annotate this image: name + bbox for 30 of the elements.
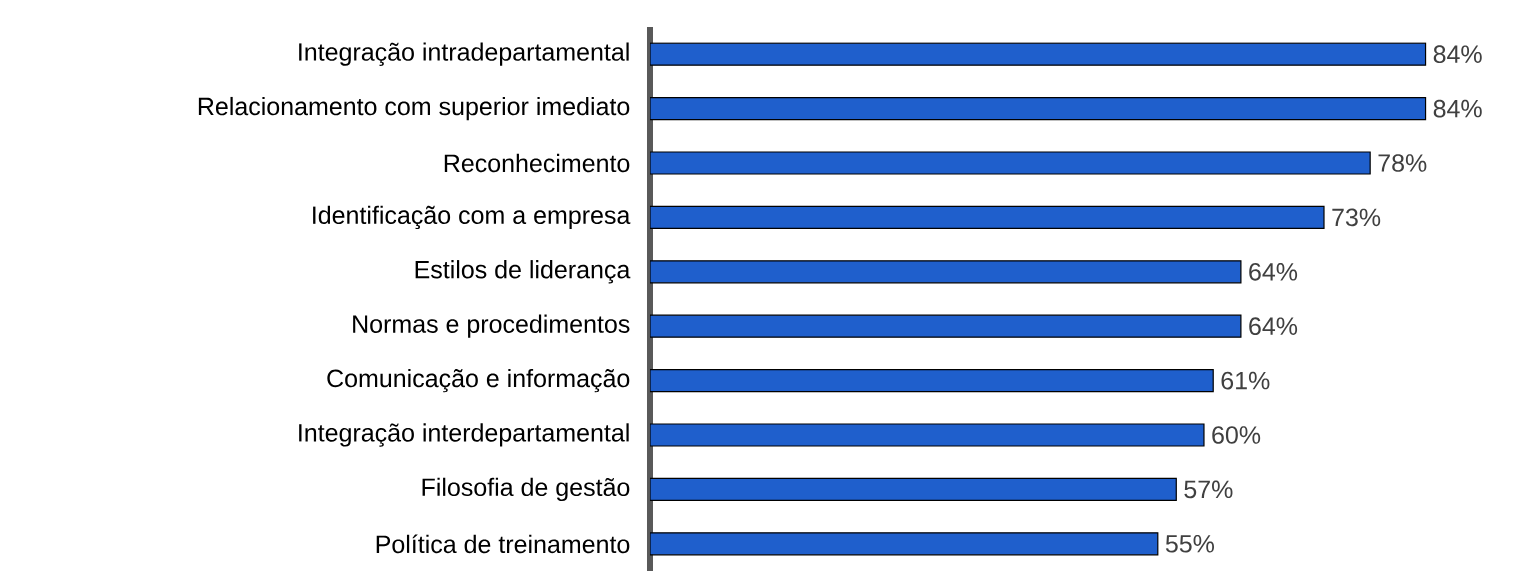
bar (650, 477, 1177, 502)
data-label: 78% (1378, 154, 1427, 172)
data-label: 61% (1221, 371, 1270, 390)
data-label: 60% (1212, 426, 1261, 444)
y-tick-label: Relacionamento com superior imediato (198, 96, 630, 121)
y-tick-label: Integração interdepartamental (299, 423, 629, 447)
data-label: 64% (1249, 317, 1298, 336)
data-label: 64% (1249, 262, 1298, 281)
data-label: 55% (1165, 535, 1214, 553)
bar (650, 369, 1214, 393)
bar (650, 423, 1205, 447)
bar (650, 314, 1242, 338)
y-tick-label: Comunicação e informação (327, 368, 630, 393)
bar (650, 42, 1427, 66)
data-label: 84% (1433, 45, 1482, 64)
bar (650, 97, 1427, 121)
bar (650, 260, 1242, 284)
bar (650, 151, 1371, 175)
data-label: 84% (1433, 99, 1482, 118)
bar (650, 532, 1159, 556)
y-tick-label: Estilos de liderança (415, 260, 631, 284)
data-label: 57% (1184, 480, 1233, 499)
y-tick-label: Filosofia de gestão (422, 477, 630, 502)
y-tick-label: Integração intradepartamental (299, 42, 629, 66)
y-tick-label: Identificação com a empresa (313, 205, 631, 230)
bar (650, 205, 1325, 229)
y-tick-label: Reconhecimento (444, 153, 630, 173)
data-label: 73% (1332, 208, 1381, 227)
y-tick-label: Normas e procedimentos (353, 314, 630, 338)
y-tick-label: Política de treinamento (376, 534, 630, 554)
